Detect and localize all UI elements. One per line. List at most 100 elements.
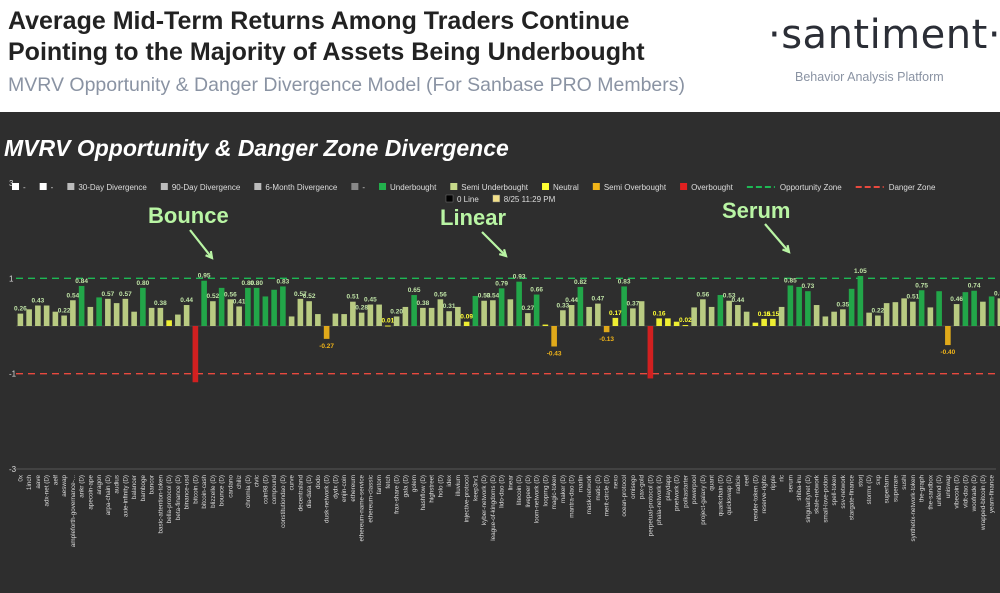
data-label: 0.95 bbox=[198, 273, 211, 280]
bar bbox=[840, 309, 846, 326]
legend-swatch bbox=[160, 183, 168, 190]
category-label: bella-protocol (D) bbox=[166, 475, 173, 523]
category-label: powerpool bbox=[691, 475, 698, 504]
bar bbox=[411, 295, 417, 326]
page-title: Average Mid-Term Returns Among Traders C… bbox=[8, 6, 778, 68]
legend-swatch bbox=[12, 183, 19, 190]
category-label: singularitynet (D) bbox=[805, 475, 812, 523]
category-label: omisego bbox=[630, 475, 637, 499]
category-label: stargate-finance bbox=[849, 475, 856, 521]
category-label: blizzelle (D) bbox=[210, 475, 217, 508]
bar bbox=[568, 305, 575, 326]
category-label: apecoin-ape bbox=[87, 475, 94, 510]
category-label: ankr (D) bbox=[79, 475, 86, 498]
callout-serum: Serum bbox=[722, 198, 790, 223]
callout-arrowhead bbox=[205, 250, 214, 260]
bar bbox=[918, 290, 925, 326]
bar bbox=[971, 290, 977, 326]
data-label: 0.54 bbox=[67, 292, 80, 299]
brand-tagline: Behavior Analysis Platform bbox=[795, 70, 944, 84]
bar bbox=[175, 314, 181, 326]
bar bbox=[848, 288, 855, 326]
category-label: synthetix-network-token bbox=[910, 475, 917, 542]
bar bbox=[61, 315, 67, 326]
category-label: adx-net (D) bbox=[44, 475, 51, 507]
data-label: 0.73 bbox=[802, 283, 815, 290]
legend-label: 0 Line bbox=[457, 195, 479, 204]
data-label: 0.74 bbox=[968, 283, 981, 290]
bar bbox=[752, 322, 759, 326]
category-label: pax-gold bbox=[639, 475, 646, 500]
bar bbox=[700, 299, 706, 326]
data-label: 0.79 bbox=[495, 280, 508, 287]
category-label: illuvium bbox=[455, 475, 462, 496]
data-label: 0.53 bbox=[723, 293, 736, 300]
data-label: -0.43 bbox=[547, 350, 562, 357]
data-label: 0.09 bbox=[460, 314, 473, 321]
bar bbox=[113, 303, 120, 326]
bar bbox=[428, 307, 435, 326]
category-label: kyber-network (D) bbox=[481, 475, 488, 525]
category-label: superfarm bbox=[884, 475, 891, 503]
bar bbox=[542, 324, 549, 326]
data-label: 0.15 bbox=[767, 311, 780, 318]
legend-swatch bbox=[542, 183, 550, 190]
data-label: 0.41 bbox=[233, 298, 246, 305]
category-label: aelf bbox=[52, 475, 59, 485]
bar bbox=[402, 306, 409, 326]
data-label: 0.44 bbox=[180, 297, 193, 304]
category-label: quant bbox=[709, 475, 716, 491]
bar bbox=[770, 318, 776, 326]
legend-swatch bbox=[67, 183, 75, 190]
category-label: fantom bbox=[376, 475, 383, 494]
category-label: project-galaxy (D) bbox=[700, 475, 707, 525]
legend-swatch bbox=[351, 183, 359, 190]
data-label: 1.05 bbox=[854, 268, 867, 275]
legend-label: Semi Overbought bbox=[604, 183, 667, 192]
data-label: 0.51 bbox=[347, 294, 360, 301]
category-label: woofrade (D) bbox=[971, 475, 978, 512]
data-label: 0.66 bbox=[530, 287, 543, 294]
bar bbox=[385, 325, 391, 327]
data-label: 0.84 bbox=[75, 278, 88, 285]
bar bbox=[813, 305, 820, 326]
category-label: dydx (D) bbox=[332, 475, 339, 499]
category-label: bamboge bbox=[140, 475, 147, 502]
data-label: 0.80 bbox=[137, 280, 150, 287]
data-label: 0.16 bbox=[653, 310, 666, 317]
bar bbox=[70, 300, 76, 326]
bar bbox=[43, 305, 50, 326]
category-label: shiba-inu bbox=[796, 475, 803, 501]
bar bbox=[831, 311, 837, 326]
bar bbox=[910, 301, 916, 326]
bar bbox=[892, 302, 899, 326]
category-label: superrare bbox=[892, 475, 899, 502]
legend-swatch bbox=[592, 183, 600, 190]
bar bbox=[367, 304, 374, 326]
category-label: storj bbox=[857, 475, 864, 487]
category-label: hashflow (D) bbox=[420, 475, 427, 510]
category-label: small-love-potion bbox=[822, 475, 829, 523]
data-label: -0.40 bbox=[940, 349, 955, 356]
category-label: looprng (D) bbox=[542, 475, 549, 507]
data-label: 0.93 bbox=[513, 274, 526, 281]
bar bbox=[647, 326, 654, 379]
data-label: 0.57 bbox=[294, 291, 307, 298]
category-label: enjin-coin bbox=[341, 475, 348, 502]
data-label: 0.01 bbox=[382, 318, 395, 325]
category-label: audius bbox=[114, 475, 121, 494]
category-label: decentraland bbox=[297, 475, 304, 512]
category-label: rlc bbox=[779, 475, 786, 482]
bar bbox=[796, 286, 802, 326]
category-label: civic bbox=[254, 475, 261, 487]
data-label: 0.35 bbox=[837, 301, 850, 308]
bar bbox=[332, 313, 339, 326]
data-label: 0.54 bbox=[487, 292, 500, 299]
bar bbox=[253, 287, 260, 326]
category-label: golem bbox=[411, 475, 418, 492]
category-label: idex bbox=[446, 474, 453, 486]
callout-arrowhead bbox=[782, 244, 791, 254]
y-tick-label: 3 bbox=[9, 179, 14, 188]
legend-label: Danger Zone bbox=[889, 183, 936, 192]
